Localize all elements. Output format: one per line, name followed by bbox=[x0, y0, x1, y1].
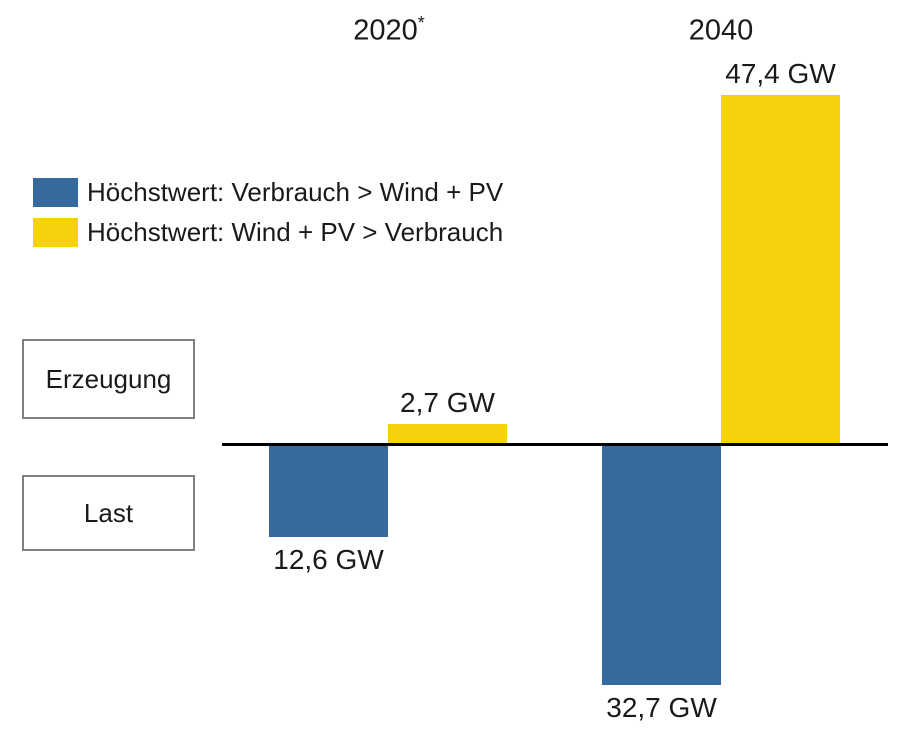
row-label-last: Last bbox=[83, 497, 134, 528]
category-label-2020: 2020* bbox=[353, 13, 425, 48]
row-label-erzeugung: Erzeugung bbox=[45, 363, 172, 394]
legend-label-surplus-peak: Höchstwert: Wind + PV > Verbrauch bbox=[87, 216, 504, 247]
category-label-2020-text: 2020 bbox=[353, 14, 418, 47]
legend-swatch-yellow bbox=[33, 217, 78, 247]
bar-value-label-2020-surplus-peak: 2,7 GW bbox=[400, 387, 495, 419]
bar-2020-consumption-peak bbox=[269, 444, 388, 537]
bar-2040-surplus-peak bbox=[721, 95, 840, 444]
legend: Höchstwert: Verbrauch > Wind + PV Höchst… bbox=[33, 177, 503, 257]
bar-value-label-2040-consumption-peak: 32,7 GW bbox=[606, 691, 717, 723]
bar-value-label-2040-surplus-peak: 47,4 GW bbox=[725, 58, 836, 90]
legend-item-surplus-peak: Höchstwert: Wind + PV > Verbrauch bbox=[33, 217, 503, 247]
bar-value-label-2020-consumption-peak: 12,6 GW bbox=[273, 543, 384, 575]
row-label-box-erzeugung: Erzeugung bbox=[22, 339, 195, 419]
category-label-2020-footnote-marker: * bbox=[417, 13, 425, 33]
zero-axis-line bbox=[222, 443, 888, 446]
category-label-2040-text: 2040 bbox=[688, 14, 754, 47]
row-label-box-last: Last bbox=[22, 475, 195, 551]
legend-item-consumption-peak: Höchstwert: Verbrauch > Wind + PV bbox=[33, 177, 503, 207]
category-label-2040: 2040 bbox=[689, 14, 754, 48]
bar-2020-surplus-peak bbox=[388, 424, 507, 444]
legend-label-consumption-peak: Höchstwert: Verbrauch > Wind + PV bbox=[87, 176, 504, 207]
legend-swatch-blue bbox=[33, 177, 78, 207]
bar-2040-consumption-peak bbox=[602, 444, 721, 685]
